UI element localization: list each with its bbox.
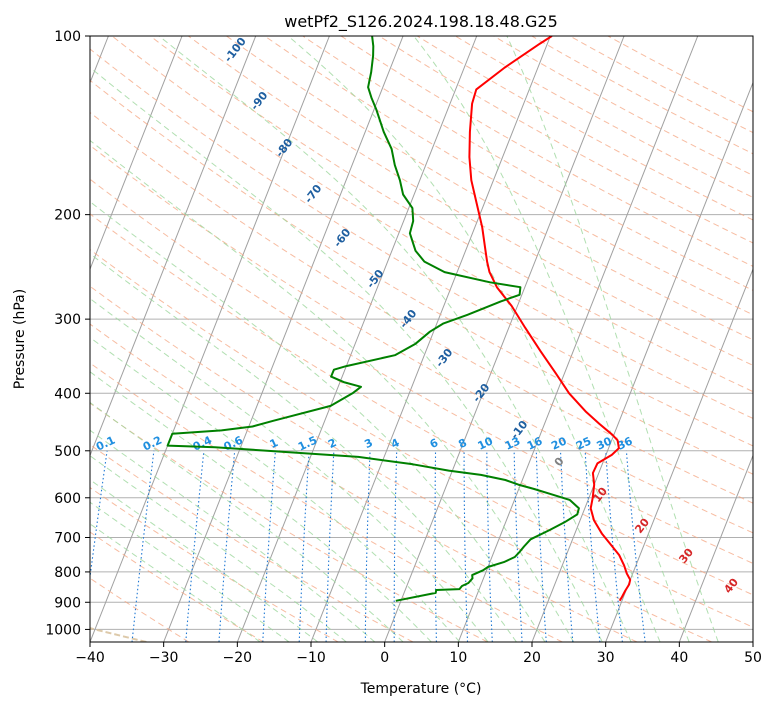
dry-adiabat-line: [90, 144, 753, 534]
moist-adiabat-line: [90, 253, 517, 642]
isotherm-line: [678, 454, 753, 642]
series-layer: [166, 36, 632, 602]
moist-adiabat-line: [90, 523, 261, 642]
y-tick-label: 200: [54, 208, 81, 224]
moist-adiabat-line: [90, 479, 319, 642]
moist-adiabat-line: [90, 201, 546, 642]
dry-adiabat-line: [149, 36, 753, 393]
isotherm-line: [90, 36, 330, 642]
mixing-ratio-label: 10: [476, 434, 496, 452]
dry-adiabat-line: [90, 111, 753, 504]
dry-adiabat-line: [302, 36, 753, 291]
dry-adiabat-line: [455, 36, 753, 199]
mixing-ratio-line: [559, 450, 574, 642]
dry-adiabat-line: [340, 36, 753, 267]
background-lines: [90, 36, 753, 642]
mixing-ratio-label: 16: [525, 434, 545, 452]
dry-adiabat-line: [90, 248, 753, 628]
dewpoint-profile: [166, 36, 580, 602]
x-tick-label: −30: [149, 650, 179, 666]
mixing-ratio-line: [584, 450, 601, 642]
y-tick-label: 800: [54, 565, 81, 581]
mixing-ratio-line: [90, 450, 108, 582]
temperature-profile: [468, 36, 632, 602]
x-tick-label: −20: [223, 650, 253, 666]
dry-adiabat-line: [90, 178, 753, 564]
dry-adiabat-line: [90, 48, 753, 447]
mixing-ratio-label: 13: [503, 434, 522, 452]
isotherm-line: [90, 36, 257, 457]
isotherm-line: [384, 36, 625, 642]
mixing-ratio-label: 25: [574, 434, 593, 452]
x-axis-label: Temperature (°C): [360, 681, 482, 697]
moist-adiabat-line: [90, 455, 347, 642]
moist-adiabat-line: [90, 401, 404, 642]
y-axis-label: Pressure (hPa): [12, 289, 28, 389]
x-tick-label: 40: [670, 650, 688, 666]
x-tick-label: −10: [296, 650, 326, 666]
x-tick-label: 20: [523, 650, 541, 666]
moist-adiabat-line: [158, 36, 632, 642]
moist-adiabat-line: [90, 429, 376, 642]
y-tick-label: 700: [54, 531, 81, 547]
mixing-ratio-line: [185, 450, 205, 642]
dry-adiabat-line: [493, 36, 753, 176]
moist-adiabat-line: [287, 36, 661, 642]
dry-adiabat-line: [531, 36, 753, 155]
isotherm-line: [163, 36, 404, 642]
dry-adiabat-line: [90, 79, 753, 475]
isotherm-line: [236, 36, 478, 642]
isotherm-line: [605, 267, 753, 642]
dry-adiabat-line: [90, 213, 753, 596]
x-tick-label: 50: [744, 650, 762, 666]
moist-adiabat-line: [90, 66, 603, 642]
y-tick-label: 100: [54, 29, 81, 45]
moist-adiabat-line: [90, 501, 290, 642]
dry-adiabat-line: [417, 36, 753, 221]
isotherm-line: [457, 36, 699, 642]
y-tick-label: 600: [54, 491, 81, 507]
dry-adiabat-line: [111, 36, 753, 419]
isotherm-line: [90, 36, 183, 271]
x-tick-label: −40: [75, 650, 105, 666]
dry-adiabat-line: [90, 323, 638, 642]
y-tick-label: 1000: [45, 622, 81, 638]
dry-adiabat-line: [90, 444, 414, 642]
plot-frame: [89, 35, 754, 643]
moist-adiabat-line: [90, 139, 575, 642]
x-tick-label: 10: [449, 650, 467, 666]
moist-adiabat-line: [506, 36, 719, 642]
y-tick-label: 900: [54, 595, 81, 611]
moist-adiabat-line: [413, 36, 690, 642]
mixing-ratio-label: 36: [615, 434, 635, 452]
dry-adiabat-line: [90, 285, 712, 642]
moist-adiabat-line: [90, 297, 489, 642]
y-tick-label: 400: [54, 386, 81, 402]
dry-adiabat-line: [226, 36, 753, 341]
axis-ticks: −40 −30 −20 −10 0 10 20 30 40 50 100 200 300 400 500 60…: [45, 29, 762, 666]
y-tick-label: 300: [54, 312, 81, 328]
chart-title: wetPf2_S126.2024.198.18.48.G25: [284, 12, 558, 32]
mixing-ratio-line: [625, 450, 646, 642]
mixing-ratio-line: [131, 450, 155, 642]
x-tick-label: 0: [380, 650, 389, 666]
mixing-ratio-label: 20: [549, 434, 569, 452]
isotherm-line: [531, 81, 753, 642]
x-tick-label: 30: [597, 650, 615, 666]
dry-adiabat-line: [188, 36, 753, 366]
dry-adiabat-line: [264, 36, 753, 316]
mixing-ratio-label: 30: [595, 434, 615, 452]
y-tick-label: 500: [54, 444, 81, 460]
